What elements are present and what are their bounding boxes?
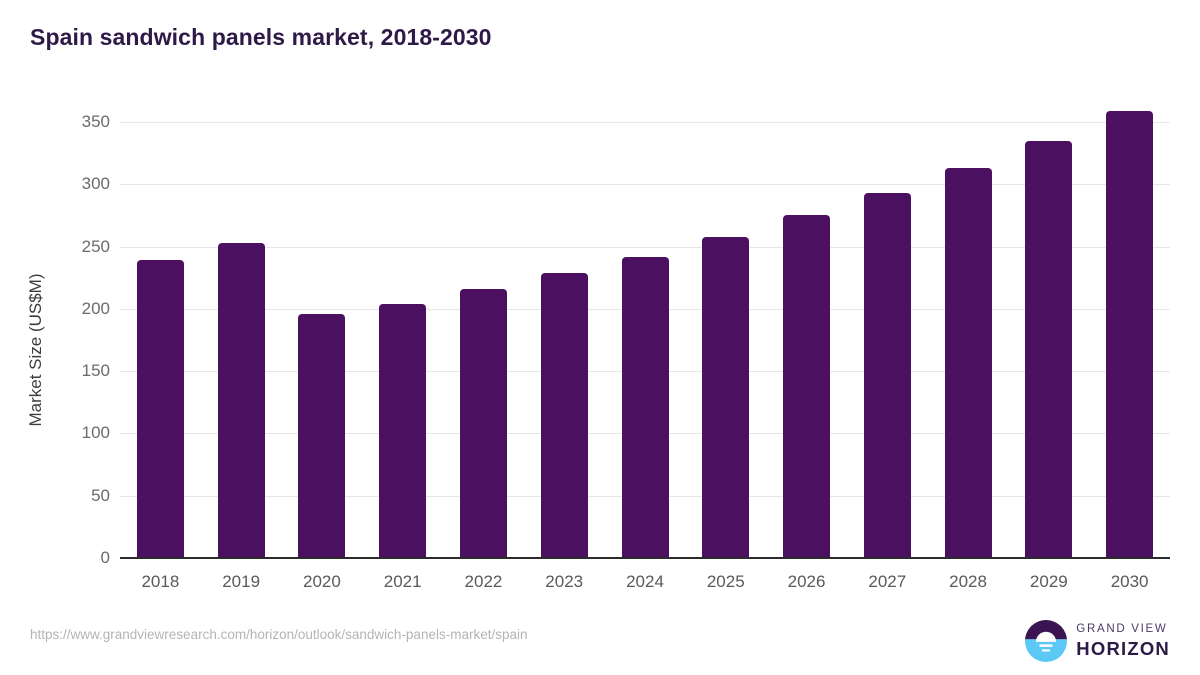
x-axis-tick-label: 2028 [949,572,987,591]
y-axis-tick-label: 100 [81,423,110,443]
y-axis-tick-label: 250 [81,236,110,256]
gridline [120,184,1170,186]
bar[interactable] [298,313,346,558]
grand-view-horizon-logo: GRAND VIEW HORIZON [1025,620,1170,662]
x-axis-tick-label: 2023 [545,572,584,591]
gridline [120,122,1170,123]
bar[interactable] [702,236,750,558]
y-axis-tick-label: 200 [81,298,110,318]
bar[interactable] [136,260,184,558]
bar[interactable] [379,303,427,558]
bar[interactable] [783,215,831,558]
logo-line-horizon: HORIZON [1076,637,1170,659]
x-axis-tick-label: 2019 [222,572,261,591]
x-axis-tick-labels: 2018 2019 2020 2021 2022 2023 2024 2025 2026 2027… [120,572,1170,602]
x-axis-tick-label: 2022 [464,572,503,591]
plot-area [120,110,1170,558]
bar[interactable] [459,288,507,558]
bar[interactable] [621,256,669,558]
x-axis-tick-label: 2027 [868,572,907,591]
page-title: Spain sandwich panels market, 2018-2030 [30,24,492,50]
horizon-mark-icon [1025,620,1068,662]
x-axis-tick-label: 2029 [1029,572,1068,591]
x-axis-tick-label: 2024 [626,572,664,591]
x-axis-tick-label: 2025 [706,572,745,591]
x-axis-line [120,557,1170,559]
x-axis-tick-label: 2020 [303,572,341,591]
gridline [120,246,1170,248]
bar[interactable] [1025,140,1073,558]
x-axis-tick-label: 2018 [141,572,180,591]
bar[interactable] [540,272,588,558]
x-axis-tick-label: 2021 [383,572,422,591]
logo-text: GRAND VIEW HORIZON [1076,623,1170,659]
y-axis-tick-label: 300 [81,174,110,194]
y-axis-tick-label: 350 [81,112,110,131]
y-axis-tick-labels: 0 50 100 150 200 250 300 350 [40,0,110,675]
bar[interactable] [1106,110,1154,558]
source-url[interactable]: https://www.grandviewresearch.com/horizo… [30,627,528,642]
bar[interactable] [944,168,992,558]
y-axis-tick-label: 0 [100,548,110,567]
logo-line-grand-view: GRAND VIEW [1076,623,1168,635]
x-axis-tick-label: 2026 [787,572,826,591]
y-axis-tick-label: 150 [81,361,110,381]
y-axis-tick-label: 50 [91,485,110,505]
bar[interactable] [217,242,265,558]
bar[interactable] [863,193,911,558]
x-axis-tick-label: 2030 [1110,572,1149,591]
